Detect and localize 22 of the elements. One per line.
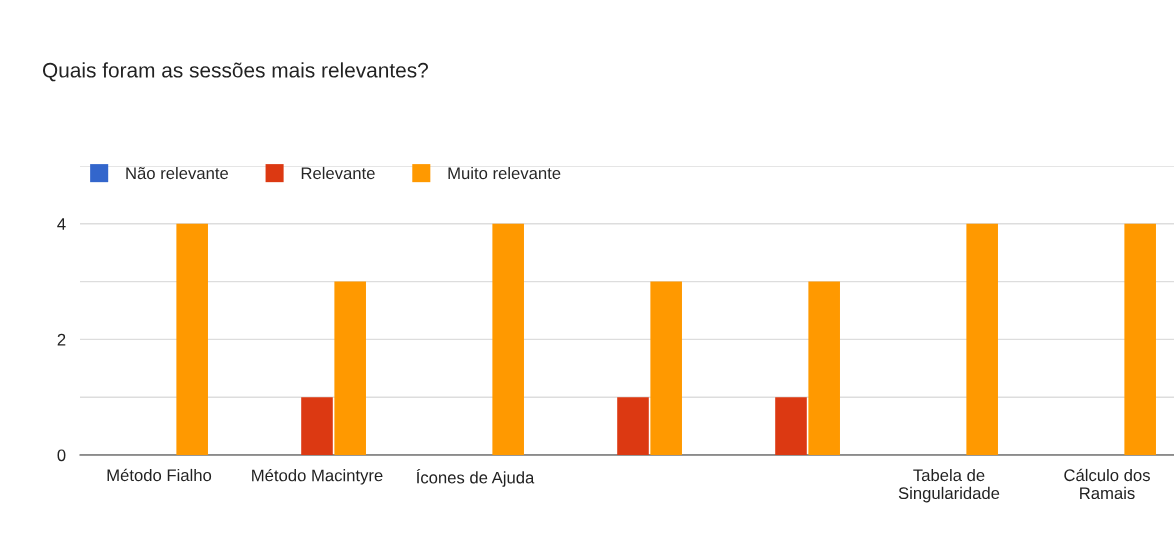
bar — [966, 223, 998, 455]
y-tick-label: 2 — [57, 333, 66, 346]
x-tick-label: Método Fialho — [107, 468, 212, 482]
bar — [650, 281, 682, 455]
bar — [334, 281, 366, 455]
bar — [617, 397, 649, 455]
bar — [176, 223, 208, 455]
y-tick-label: 0 — [57, 449, 66, 462]
bar — [492, 223, 524, 455]
y-tick-label: 4 — [57, 218, 66, 230]
x-tick-label: Ícones de Ajuda — [416, 468, 535, 487]
chart-title: Quais foram as sessões mais relevantes? — [42, 62, 428, 82]
bar — [808, 281, 840, 455]
legend-label: Relevante — [301, 166, 375, 180]
x-tick-label: Tabela de Singularidade — [898, 468, 1000, 503]
legend-label: Não relevante — [126, 166, 229, 180]
legend-label: Muito relevante — [448, 166, 561, 180]
x-tick-label: Método Macintyre — [252, 468, 383, 485]
bar — [775, 397, 807, 455]
bar — [1124, 223, 1156, 455]
x-tick-label: Cálculo dos Ramais — [1064, 468, 1150, 500]
bar — [301, 397, 333, 455]
